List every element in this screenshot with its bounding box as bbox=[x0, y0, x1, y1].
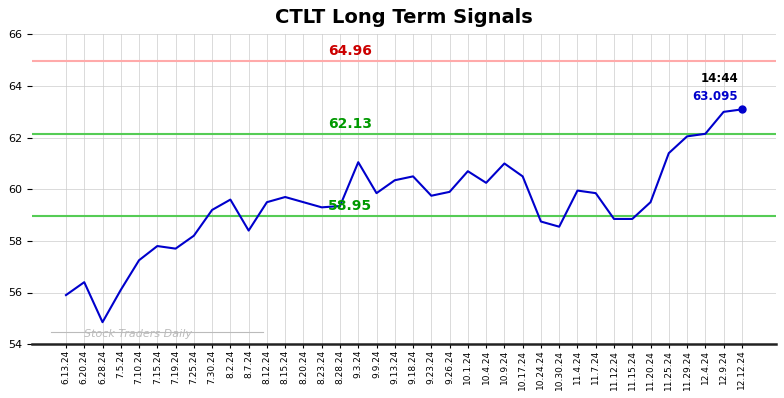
Text: Stock Traders Daily: Stock Traders Daily bbox=[84, 330, 192, 339]
Text: 64.96: 64.96 bbox=[328, 44, 372, 58]
Text: 62.13: 62.13 bbox=[328, 117, 372, 131]
Text: 14:44: 14:44 bbox=[700, 72, 739, 85]
Title: CTLT Long Term Signals: CTLT Long Term Signals bbox=[275, 8, 533, 27]
Text: 58.95: 58.95 bbox=[328, 199, 372, 213]
Text: 63.095: 63.095 bbox=[692, 90, 739, 103]
